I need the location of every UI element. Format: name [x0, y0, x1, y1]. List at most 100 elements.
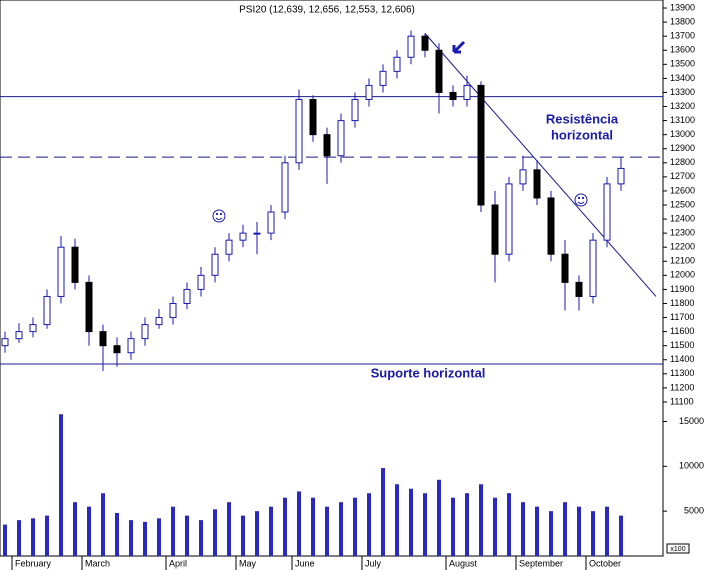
volume-bar	[605, 506, 609, 556]
volume-bar	[381, 468, 385, 556]
x-tick-label: October	[589, 558, 621, 568]
candle-body	[463, 84, 471, 100]
candle-body	[155, 317, 163, 326]
x-tick-label: March	[85, 558, 110, 568]
y-tick-label: 11600	[670, 326, 694, 336]
y-tick-label: 12200	[670, 242, 695, 252]
candle-body	[197, 274, 205, 290]
y-tick-label: 11800	[670, 298, 694, 308]
candle-body	[141, 324, 149, 340]
candle-body	[435, 49, 443, 93]
candle-body	[57, 246, 65, 297]
y-tick-label: 12100	[670, 256, 695, 266]
volume-bar	[213, 509, 217, 556]
candle-body	[379, 70, 387, 86]
y-tick-label: 11400	[670, 354, 694, 364]
volume-bar	[59, 414, 63, 556]
volume-bar	[45, 515, 49, 556]
volume-bar	[367, 493, 371, 556]
volume-bar	[521, 502, 525, 556]
volume-bar	[129, 520, 133, 556]
volume-bar	[311, 497, 315, 556]
y-tick-label: 12700	[670, 171, 695, 181]
volume-bar	[353, 497, 357, 556]
candle-body	[281, 162, 289, 213]
volume-bar	[619, 515, 623, 556]
volume-bar	[143, 521, 147, 556]
y-tick-label: 13200	[670, 101, 695, 111]
annotation: Resistência	[546, 111, 619, 126]
candle-body	[99, 331, 107, 347]
y-tick-label: 13300	[670, 87, 695, 97]
candle-body	[351, 98, 359, 122]
y-tick-label: 11900	[670, 284, 694, 294]
volume-bar	[283, 497, 287, 556]
y-tick-label: 13500	[670, 59, 695, 69]
y-tick-label: 12400	[670, 213, 695, 223]
y-tick-label: 13600	[670, 45, 695, 55]
volume-bar	[423, 493, 427, 556]
y-tick-label: 12500	[670, 199, 695, 209]
candle-body	[337, 120, 345, 157]
candle-body	[407, 35, 415, 58]
x-tick-label: August	[449, 558, 478, 568]
volume-bar	[227, 502, 231, 556]
volume-bar	[157, 518, 161, 556]
candle-body	[589, 239, 597, 297]
volume-bar	[395, 484, 399, 556]
y-tick-label: 13900	[670, 2, 695, 12]
candle-body	[533, 169, 541, 199]
candle-body	[225, 239, 233, 255]
volume-bar	[339, 502, 343, 556]
volume-bar	[297, 491, 301, 556]
volume-bar	[255, 511, 259, 556]
x-tick-label: July	[365, 558, 382, 568]
candle-body	[183, 288, 191, 304]
y-tick-label: 15000	[679, 416, 704, 426]
volume-bar	[87, 506, 91, 556]
volume-bar	[591, 511, 595, 556]
candle-body	[603, 183, 611, 241]
candle-body	[71, 246, 79, 283]
y-tick-label: 11700	[670, 312, 694, 322]
y-tick-label: 5000	[684, 506, 704, 516]
volume-bar	[563, 502, 567, 556]
candle-body	[547, 197, 555, 255]
y-tick-label: 13800	[670, 16, 695, 26]
candle-body	[211, 253, 219, 276]
y-tick-label: 13100	[670, 115, 695, 125]
candle-body	[477, 84, 485, 206]
x-tick-label: June	[295, 558, 315, 568]
volume-bar	[3, 524, 7, 556]
candle-body	[561, 253, 569, 283]
y-tick-label: 11200	[670, 382, 694, 392]
x-tick-label: February	[15, 558, 52, 568]
volume-bar	[241, 515, 245, 556]
volume-bar	[535, 506, 539, 556]
y-tick-label: 12000	[670, 270, 695, 280]
volume-bar	[17, 520, 21, 556]
candle-body	[575, 281, 583, 297]
volume-bar	[199, 520, 203, 556]
candle-body	[85, 281, 93, 333]
annotation: Suporte horizontal	[371, 365, 486, 380]
x-tick-label: April	[169, 558, 187, 568]
volume-bar	[185, 515, 189, 556]
candle-body	[449, 91, 457, 100]
y-tick-label: 13400	[670, 73, 695, 83]
candle-body	[505, 183, 513, 255]
smiley	[212, 193, 588, 223]
y-tick-label: 11500	[670, 340, 694, 350]
candle-body	[323, 134, 331, 157]
candle-body	[239, 232, 247, 241]
y-tick-label: 12300	[670, 228, 695, 238]
volume-bar	[101, 493, 105, 556]
volume-bar	[479, 484, 483, 556]
y-tick-label: 13700	[670, 31, 695, 41]
candle-body	[43, 295, 51, 326]
y-tick-label: 13000	[670, 129, 695, 139]
volume-bar	[493, 497, 497, 556]
volume-bar	[325, 506, 329, 556]
volume-bar	[465, 493, 469, 556]
